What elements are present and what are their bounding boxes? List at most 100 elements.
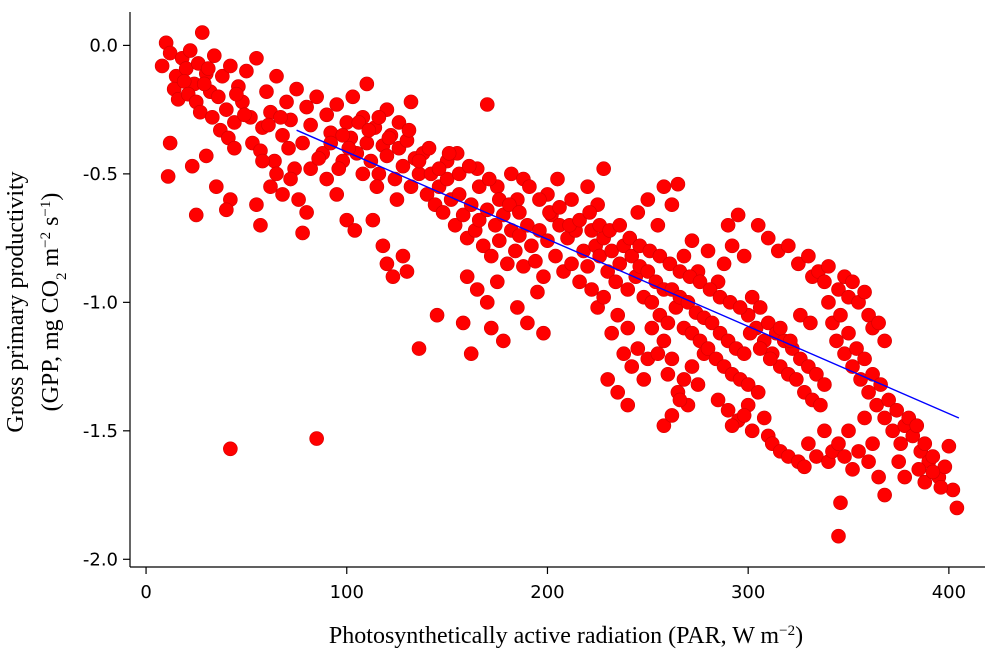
data-point xyxy=(209,179,224,195)
data-point xyxy=(528,253,543,269)
y-tick-label: -1.0 xyxy=(83,292,118,313)
data-point xyxy=(273,110,288,125)
data-point xyxy=(664,408,680,423)
data-point xyxy=(608,274,624,290)
data-point xyxy=(481,171,497,187)
data-point xyxy=(817,274,832,290)
data-point xyxy=(662,256,678,272)
data-point xyxy=(630,205,646,220)
data-point xyxy=(283,171,298,187)
data-point xyxy=(399,264,415,279)
data-point xyxy=(877,487,892,503)
data-point xyxy=(154,58,170,74)
data-point xyxy=(620,397,636,413)
data-point xyxy=(275,128,290,143)
data-point xyxy=(255,153,270,169)
data-point xyxy=(640,264,656,279)
data-point xyxy=(479,295,495,310)
data-point xyxy=(206,48,222,63)
data-point xyxy=(303,161,318,177)
data-point xyxy=(455,207,471,223)
data-point xyxy=(299,99,314,115)
data-point xyxy=(483,248,499,264)
data-point xyxy=(949,500,965,516)
data-point xyxy=(249,197,264,213)
data-point xyxy=(857,284,872,300)
data-point xyxy=(483,320,499,336)
data-point xyxy=(520,315,535,331)
y-tick-label: -1.5 xyxy=(83,421,118,442)
data-point xyxy=(750,384,766,400)
data-point xyxy=(429,307,445,323)
data-point xyxy=(917,436,933,451)
data-point xyxy=(295,225,310,241)
data-point xyxy=(441,146,457,161)
data-point xyxy=(636,372,652,387)
data-point xyxy=(496,333,511,349)
data-point xyxy=(837,449,852,464)
data-point xyxy=(616,346,632,362)
data-point xyxy=(610,307,626,323)
data-point xyxy=(672,392,688,408)
data-point xyxy=(369,179,385,195)
data-point xyxy=(309,89,324,105)
data-point xyxy=(291,192,306,207)
data-point xyxy=(710,392,726,408)
x-axis-label: Photosynthetically active radiation (PAR… xyxy=(329,623,803,649)
data-point xyxy=(435,205,451,220)
data-point xyxy=(421,140,437,156)
data-point xyxy=(524,238,539,254)
data-point xyxy=(582,205,597,220)
data-point xyxy=(877,333,892,349)
data-point xyxy=(194,25,210,40)
data-point xyxy=(925,449,941,464)
data-point xyxy=(227,140,242,156)
data-point xyxy=(833,307,848,323)
data-point xyxy=(329,97,345,112)
data-point xyxy=(845,462,860,477)
data-point xyxy=(249,50,264,66)
data-point xyxy=(622,230,638,246)
data-point xyxy=(664,197,680,213)
data-point xyxy=(447,217,463,233)
data-point xyxy=(893,436,909,451)
data-point xyxy=(857,351,872,367)
data-point xyxy=(829,333,844,349)
data-point xyxy=(391,115,407,130)
data-point xyxy=(471,179,487,195)
data-point xyxy=(365,212,381,228)
data-point xyxy=(463,197,479,213)
data-point xyxy=(700,243,716,259)
data-point xyxy=(724,238,740,254)
data-point xyxy=(223,58,238,74)
data-point xyxy=(624,359,640,374)
data-point xyxy=(489,274,505,290)
data-point xyxy=(508,243,523,259)
data-point xyxy=(530,284,545,300)
data-point xyxy=(730,207,746,223)
data-point xyxy=(716,256,732,272)
data-point xyxy=(401,122,417,138)
data-point xyxy=(600,372,615,387)
data-point xyxy=(831,436,846,451)
data-point xyxy=(917,474,933,490)
data-point xyxy=(215,68,230,84)
data-point xyxy=(469,282,485,297)
data-point xyxy=(676,372,692,387)
data-point xyxy=(897,469,913,485)
data-point xyxy=(475,238,491,254)
data-point xyxy=(644,320,660,336)
data-point xyxy=(877,410,892,426)
data-point xyxy=(219,202,234,218)
data-point xyxy=(295,135,310,151)
data-point xyxy=(656,333,672,349)
data-point xyxy=(817,377,832,392)
data-point xyxy=(536,269,551,284)
data-point xyxy=(612,217,628,233)
data-point xyxy=(309,431,324,446)
data-point xyxy=(865,436,880,451)
data-point xyxy=(664,351,680,367)
data-point xyxy=(871,315,886,331)
data-point xyxy=(624,248,640,264)
